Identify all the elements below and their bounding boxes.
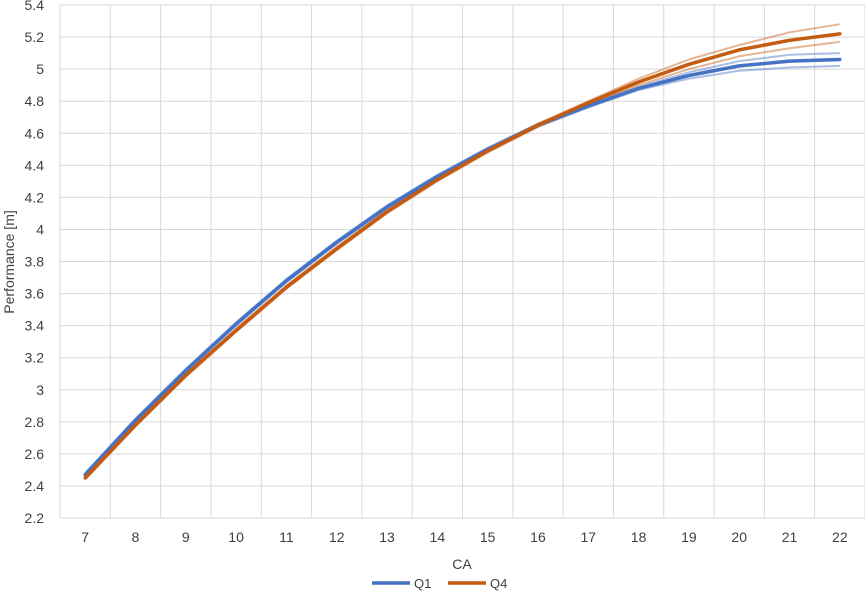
y-axis-ticks: 2.2 2.4 2.6 2.8 3 3.2 3.4 3.6 3.8 4 4.2 4.4 4.6 4.8 5 5… [25, 0, 45, 526]
x-tick-label: 21 [782, 529, 798, 545]
x-tick-label: 22 [832, 529, 848, 545]
x-tick-label: 14 [430, 529, 446, 545]
y-tick-label: 5.2 [25, 29, 45, 45]
series-lines [83, 32, 842, 480]
x-tick-label: 12 [329, 529, 345, 545]
y-tick-label: 4 [36, 221, 44, 237]
legend-label: Q1 [414, 576, 431, 591]
x-tick-label: 17 [580, 529, 596, 545]
series-q4-line [83, 32, 842, 480]
series-q1-line [83, 57, 842, 477]
y-tick-label: 2.8 [25, 414, 45, 430]
y-tick-label: 3.6 [25, 286, 45, 302]
x-tick-label: 10 [228, 529, 244, 545]
y-tick-label: 2.6 [25, 446, 45, 462]
y-tick-label: 3.8 [25, 254, 45, 270]
y-tick-label: 4.6 [25, 125, 45, 141]
y-tick-label: 3.2 [25, 350, 45, 366]
x-tick-label: 16 [530, 529, 546, 545]
x-tick-label: 8 [132, 529, 140, 545]
x-tick-label: 7 [81, 529, 89, 545]
y-axis-label: Performance [m] [1, 210, 17, 313]
y-tick-label: 4.2 [25, 189, 45, 205]
legend-item-q4: Q4 [448, 576, 507, 591]
y-tick-label: 5 [36, 61, 44, 77]
x-tick-label: 13 [379, 529, 395, 545]
y-tick-label: 2.4 [25, 478, 45, 494]
y-tick-label: 4.4 [25, 157, 45, 173]
legend: Q1 Q4 [372, 576, 507, 591]
legend-item-q1: Q1 [372, 576, 431, 591]
y-tick-label: 2.2 [25, 510, 45, 526]
y-tick-label: 4.8 [25, 93, 45, 109]
x-tick-label: 15 [480, 529, 496, 545]
x-tick-label: 9 [182, 529, 190, 545]
x-axis-ticks: 7 8 9 10 11 12 13 14 15 16 17 18 19 20 21 22 [81, 529, 848, 545]
x-tick-label: 11 [279, 529, 294, 545]
y-tick-label: 5.4 [25, 0, 45, 13]
x-tick-label: 19 [681, 529, 697, 545]
y-tick-label: 3 [36, 382, 44, 398]
x-tick-label: 18 [631, 529, 647, 545]
legend-label: Q4 [490, 576, 507, 591]
gridlines [59, 4, 865, 519]
y-tick-label: 3.4 [25, 318, 45, 334]
x-axis-label: CA [452, 556, 472, 572]
x-tick-label: 20 [731, 529, 747, 545]
